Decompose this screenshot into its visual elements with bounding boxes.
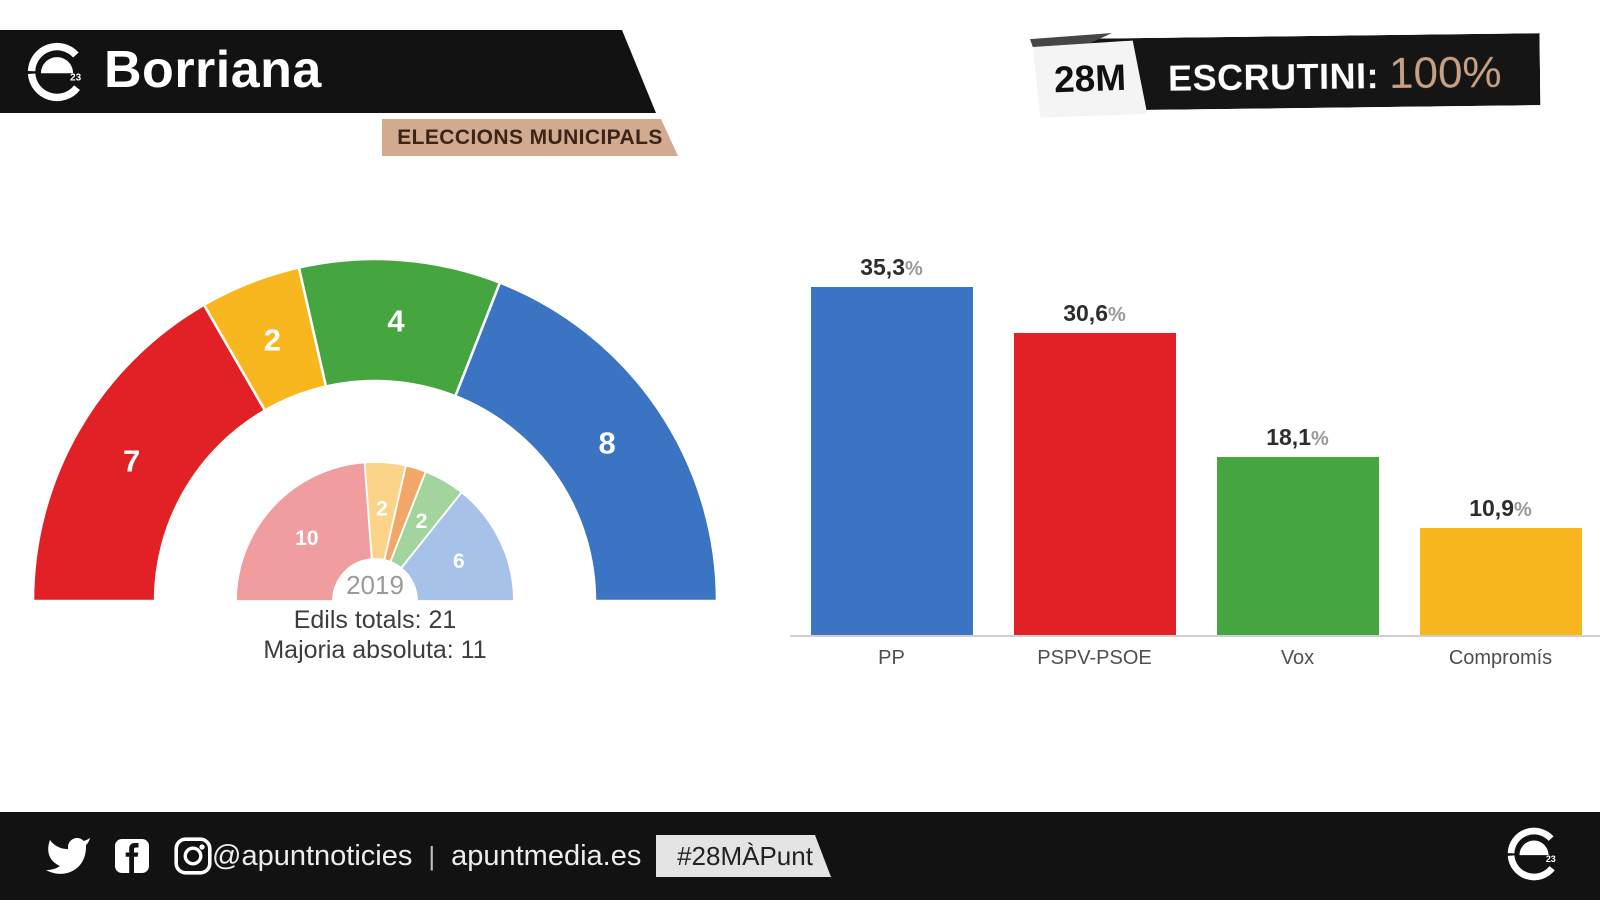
seat-count-2023-PSPV-PSOE: 7 [123,443,140,478]
hashtag-text: #28MÀPunt [677,840,813,871]
seat-count-2019-Compromis: 2 [376,498,388,521]
bar-Compromís: 10,9% [1399,495,1600,635]
facebook-icon [115,839,149,873]
bar-PSPV-PSOE: 30,6% [993,300,1196,635]
seats-hemicycle-chart: 7 2 4 8 10 2 2 6 2019 [31,257,719,603]
seat-count-2023-PP: 8 [599,426,616,461]
header-banner: 23 Borriana [0,30,656,113]
bar-rect-Compromís [1419,528,1582,635]
category-label-PP: PP [878,647,905,669]
apunt-23-logo: 23 [27,42,82,101]
seat-count-2019-PP: 6 [453,550,465,573]
seat-count-2019-PSPV-PSOE: 10 [295,527,318,550]
category-labels-row: PP PSPV-PSOE Vox Compromís [790,647,1600,670]
category-label-PSPV-PSOE: PSPV-PSOE [1037,647,1152,669]
instagram-icon [174,837,212,875]
category-label-Compromís: Compromís [1448,647,1553,669]
bar-rect-Vox [1216,457,1379,635]
bars-row: 35,3% 30,6% 18,1% 10,9% [790,252,1600,635]
social-handle: @apuntnoticies [212,839,413,872]
bar-value-label: 35,3% [860,254,923,280]
page-title: Borriana [104,40,322,99]
date-badge-text: 28M [1053,56,1127,101]
date-badge: 28M [1033,40,1148,118]
seat-segment-2023-PP [453,281,719,603]
bar-Vox: 18,1% [1196,424,1399,635]
social-icons [44,812,214,900]
twitter-icon [46,837,90,874]
seat-segment-2019-PSPV-PSOE [235,461,373,602]
seat-count-2023-Vox: 4 [387,304,405,339]
seat-segment-2023-PSPV-PSOE [31,303,267,603]
svg-text:23: 23 [1546,854,1556,864]
svg-text:23: 23 [70,72,82,83]
seat-segment-2019-PP [399,491,515,602]
bar-value-label: 18,1% [1266,424,1329,450]
seat-count-2019-Vox: 2 [416,510,428,533]
apunt-23-logo-footer: 23 [1507,827,1556,881]
majority-note: Majoria absoluta: 11 [263,635,487,664]
vote-share-bar-chart: 35,3% 30,6% 18,1% 10,9% PP PSPV-PSOE Vox Compr… [790,252,1600,670]
subtitle-text: ELECCIONS MUNICIPALS [397,125,663,149]
bar-value-label: 30,6% [1063,300,1126,326]
footer-handles: @apuntnoticies | apuntmedia.es [212,812,641,900]
hemicycle-notes: Edils totals: 21 Majoria absoluta: 11 [150,606,600,665]
ring-year-label: 2019 [346,570,404,600]
bar-rect-PP [810,287,973,635]
category-label-Vox: Vox [1280,647,1315,669]
subtitle-ribbon: ELECCIONS MUNICIPALS [382,119,678,156]
bar-rect-PSPV-PSOE [1013,333,1176,635]
bar-value-label: 10,9% [1469,495,1532,521]
hashtag-box: #28MÀPunt [656,835,831,877]
scrutiny-value: 100% [1388,47,1502,99]
x-axis-line [790,635,1600,637]
separator: | [428,840,436,871]
scrutiny-banner: ESCRUTINI: 100% [1076,33,1541,111]
footer-band: @apuntnoticies | apuntmedia.es #28MÀPunt… [0,812,1600,900]
bar-PP: 35,3% [790,254,993,635]
seat-count-2023-Compromis: 2 [264,322,281,357]
scrutiny-label: ESCRUTINI: [1167,55,1380,99]
total-seats-note: Edils totals: 21 [293,606,457,634]
website: apuntmedia.es [451,839,642,872]
